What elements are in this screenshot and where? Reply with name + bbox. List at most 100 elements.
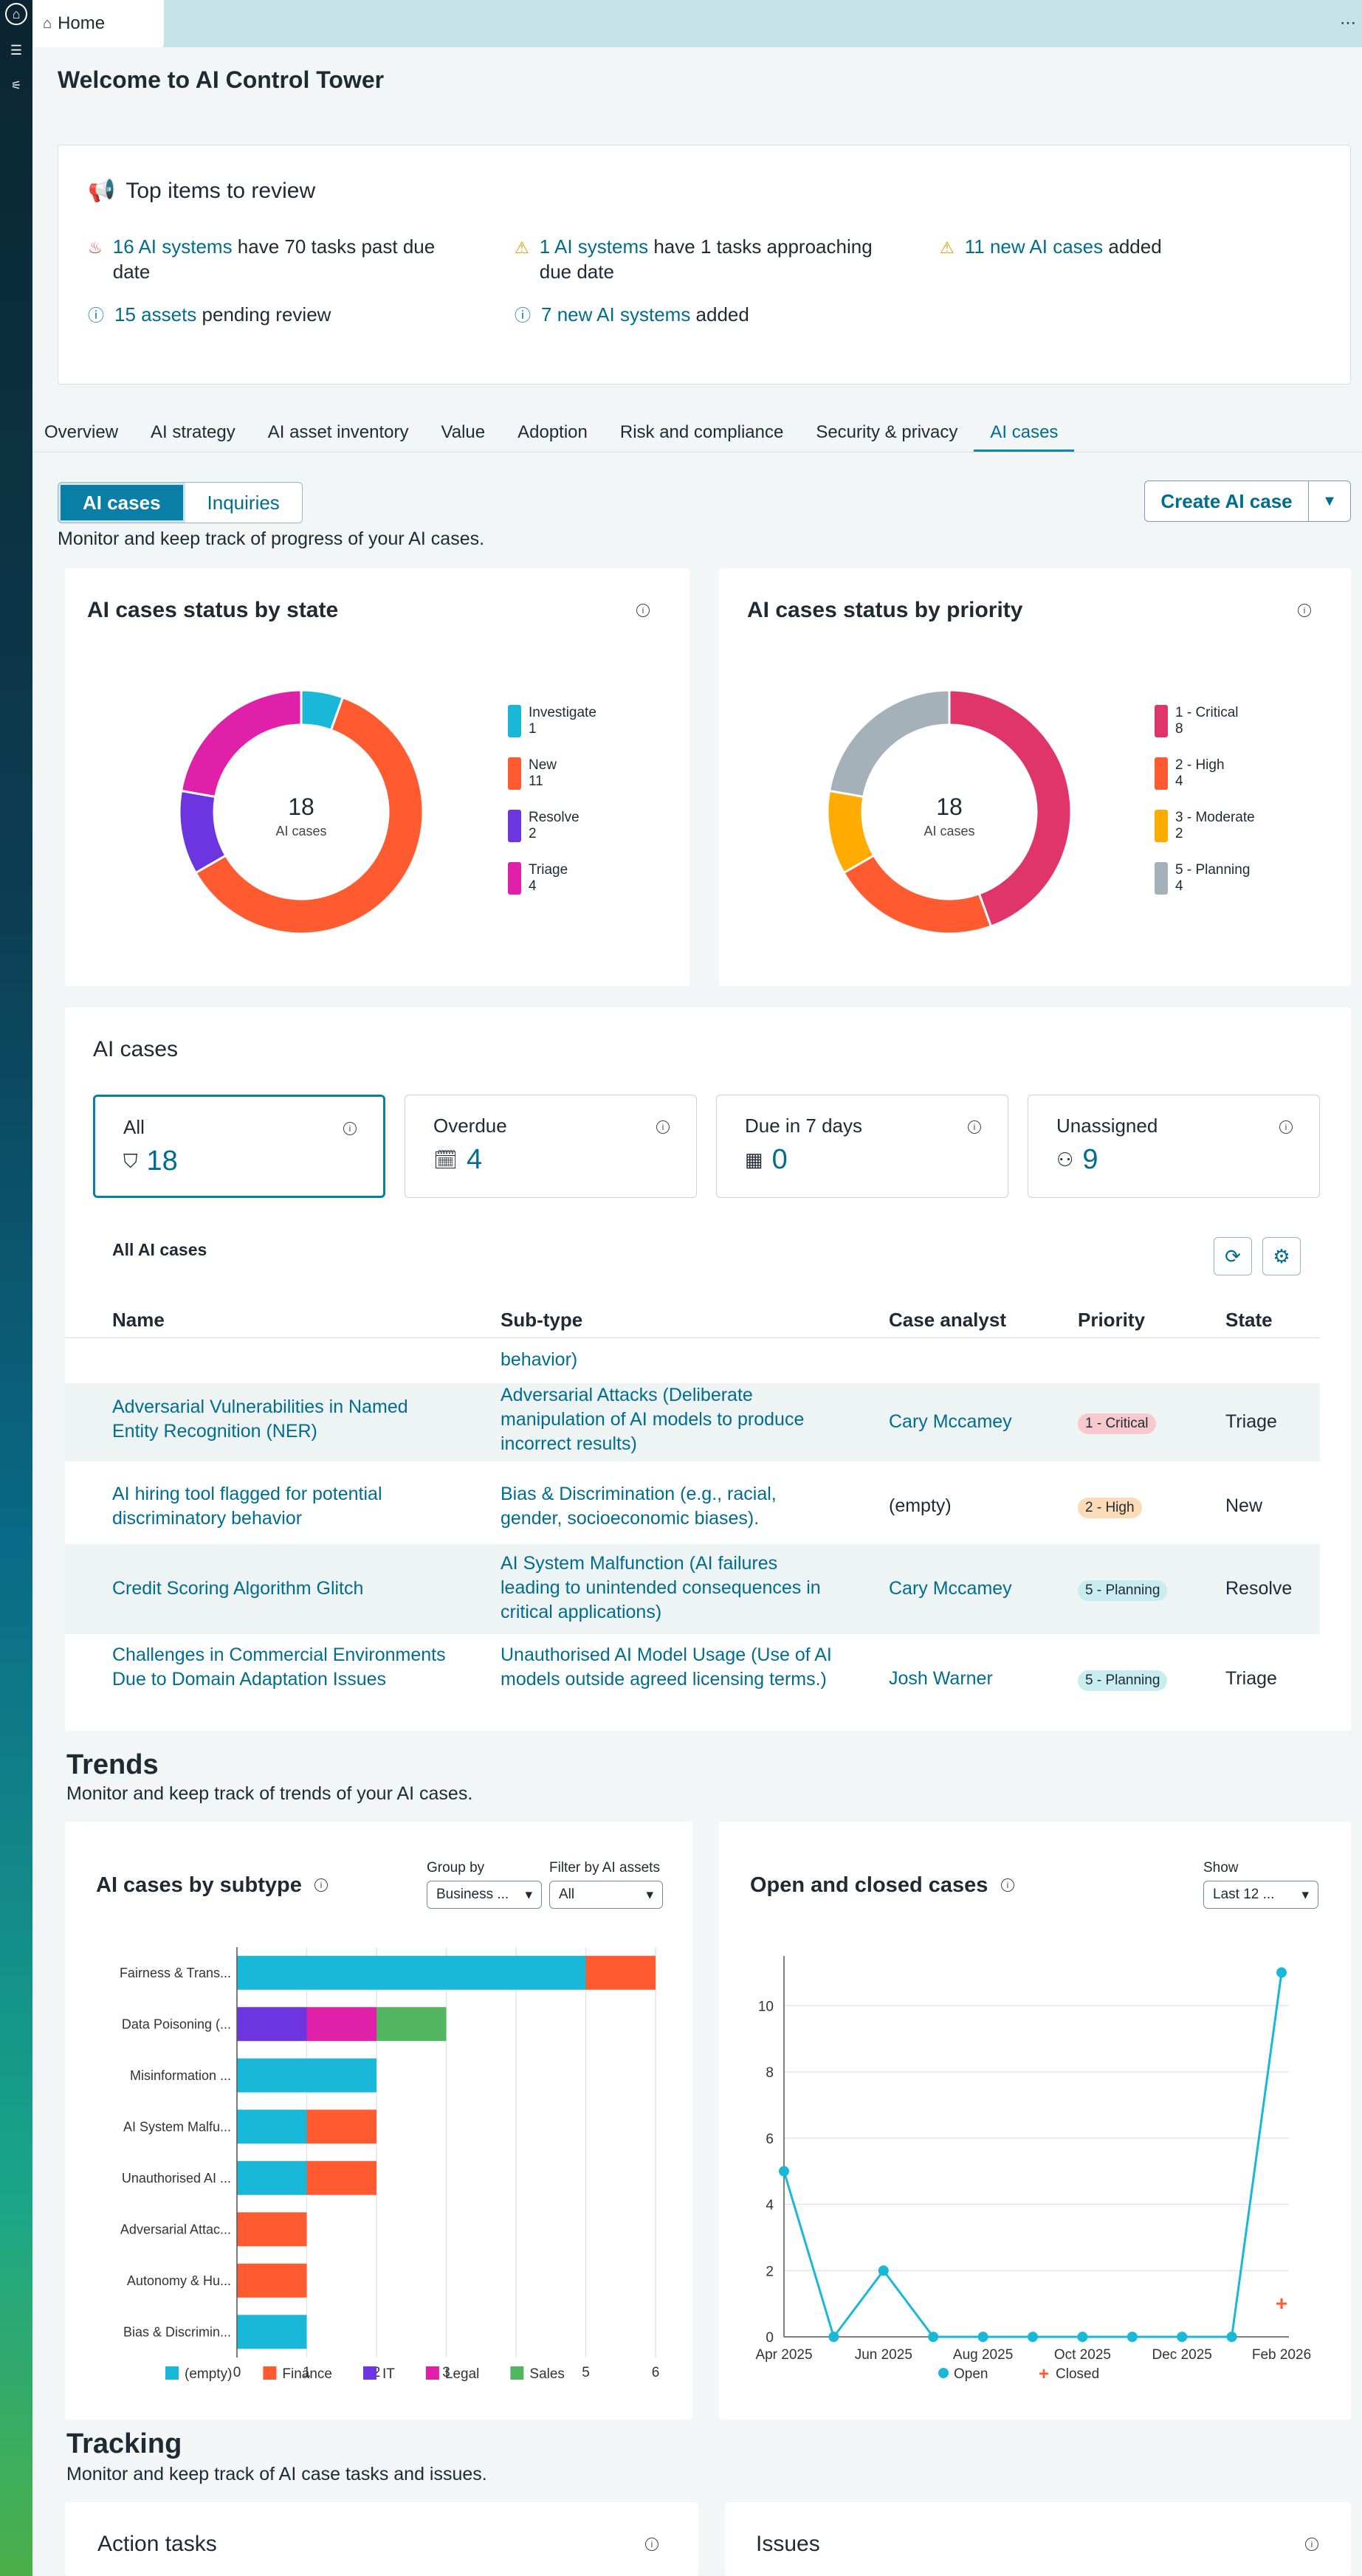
tab-ai-asset-inventory[interactable]: AI asset inventory — [267, 422, 409, 442]
info-icon[interactable]: i — [656, 1120, 670, 1134]
open-point[interactable] — [1028, 2332, 1038, 2342]
donut-slice-resolve[interactable] — [178, 789, 227, 875]
open-point[interactable] — [878, 2265, 889, 2276]
legend-item-triage[interactable]: Triage 4 — [508, 862, 568, 895]
info-icon[interactable]: i — [1279, 1120, 1293, 1134]
donut-slice-2-high[interactable] — [842, 853, 993, 935]
sliders-icon[interactable]: ⚟ — [10, 80, 22, 92]
kpi-unassigned[interactable]: Unassigned i ⚇ 9 — [1028, 1095, 1320, 1198]
case-analyst-link[interactable]: Cary Mccamey — [889, 1578, 1012, 1599]
case-subtype-link[interactable]: Unauthorised AI Model Usage (Use of AI m… — [501, 1645, 832, 1690]
bar-segment-finance[interactable] — [237, 2263, 307, 2298]
donut-slice-new[interactable] — [194, 696, 424, 935]
tab-value[interactable]: Value — [441, 422, 486, 442]
bar-segment-empty[interactable] — [237, 1955, 586, 1990]
legend-item-2-high[interactable]: 2 - High 4 — [1155, 757, 1225, 790]
tab-security-privacy[interactable]: Security & privacy — [816, 422, 958, 442]
open-point[interactable] — [928, 2332, 939, 2342]
open-point[interactable] — [1077, 2332, 1088, 2342]
refresh-icon[interactable]: ⟳ — [1214, 1237, 1252, 1275]
bar-segment-empty[interactable] — [237, 2110, 307, 2144]
col-subtype[interactable]: Sub-type — [501, 1309, 583, 1331]
review-link[interactable]: 16 AI systems — [112, 235, 233, 258]
info-icon[interactable]: i — [968, 1120, 981, 1134]
review-link[interactable]: 7 new AI systems — [541, 303, 691, 326]
legend-label[interactable]: IT — [382, 2366, 395, 2382]
open-point[interactable] — [1127, 2332, 1138, 2342]
review-link[interactable]: 1 AI systems — [539, 235, 649, 258]
bar-segment-finance[interactable] — [306, 2160, 377, 2195]
bar-segment-finance[interactable] — [306, 2110, 377, 2144]
kpi-all[interactable]: All i ⛉ 18 — [93, 1095, 385, 1198]
tab-risk-compliance[interactable]: Risk and compliance — [619, 422, 784, 442]
case-name-link[interactable]: Credit Scoring Algorithm Glitch — [112, 1578, 364, 1599]
donut-slice-5-planning[interactable] — [828, 689, 951, 799]
bar-segment-finance[interactable] — [585, 1955, 656, 1990]
kpi-due-7-days[interactable]: Due in 7 days i ▦ 0 — [716, 1095, 1008, 1198]
tab-ai-strategy[interactable]: AI strategy — [151, 422, 235, 442]
case-name-link[interactable]: Adversarial Vulnerabilities in Named Ent… — [112, 1397, 408, 1442]
info-icon[interactable]: i — [645, 2538, 658, 2551]
info-icon[interactable]: i — [1001, 1878, 1014, 1892]
donut-slice-triage[interactable] — [179, 689, 303, 799]
open-point[interactable] — [779, 2166, 789, 2177]
filter-select[interactable]: All ▾ — [549, 1881, 663, 1909]
tab-overview[interactable]: Overview — [44, 422, 119, 442]
col-name[interactable]: Name — [112, 1309, 165, 1331]
tab-adoption[interactable]: Adoption — [517, 422, 588, 442]
bar-segment-empty[interactable] — [237, 2160, 307, 2195]
table-row[interactable]: AI hiring tool flagged for potential dis… — [65, 1473, 1320, 1541]
table-row[interactable]: Credit Scoring Algorithm Glitch AI Syste… — [65, 1544, 1320, 1634]
donut-slice-1-critical[interactable] — [948, 689, 1073, 928]
case-analyst-link[interactable]: Cary Mccamey — [889, 1411, 1012, 1432]
table-row[interactable]: Adversarial Vulnerabilities in Named Ent… — [65, 1383, 1320, 1461]
col-state[interactable]: State — [1225, 1309, 1273, 1331]
more-icon[interactable]: ⋯ — [1340, 13, 1356, 32]
open-point[interactable] — [1276, 1967, 1287, 1978]
list-icon[interactable]: ☰ — [10, 42, 23, 58]
legend-item-new[interactable]: New 11 — [508, 757, 557, 790]
legend-label[interactable]: Finance — [282, 2366, 332, 2382]
info-icon[interactable]: i — [1298, 604, 1311, 617]
info-icon[interactable]: i — [343, 1122, 357, 1135]
bar-segment-it[interactable] — [237, 2007, 307, 2042]
chevron-down-icon[interactable]: ▼ — [1322, 492, 1337, 509]
case-subtype-link[interactable]: AI System Malfunction (AI failures leadi… — [501, 1553, 821, 1622]
legend-label-open[interactable]: Open — [954, 2366, 988, 2382]
col-analyst[interactable]: Case analyst — [889, 1309, 1006, 1331]
legend-label[interactable]: (empty) — [185, 2366, 232, 2382]
col-priority[interactable]: Priority — [1078, 1309, 1146, 1331]
home-icon[interactable]: ⌂ — [5, 3, 27, 25]
group-by-select[interactable]: Business ... ▾ — [427, 1881, 542, 1909]
donut-slice-3-moderate[interactable] — [826, 789, 876, 875]
legend-label[interactable]: Legal — [445, 2366, 480, 2382]
table-row[interactable]: Challenges in Commercial Environments Du… — [65, 1637, 1320, 1724]
show-select[interactable]: Last 12 ... ▾ — [1203, 1881, 1318, 1909]
kpi-overdue[interactable]: Overdue i 🗓 4 — [405, 1095, 697, 1198]
case-name-link[interactable]: Challenges in Commercial Environments Du… — [112, 1645, 446, 1690]
review-link[interactable]: 15 assets — [114, 303, 197, 326]
review-link[interactable]: 11 new AI cases — [964, 235, 1104, 258]
toggle-ai-cases[interactable]: AI cases — [58, 483, 185, 523]
case-subtype-link[interactable]: Adversarial Attacks (Deliberate manipula… — [501, 1385, 805, 1454]
info-icon[interactable]: i — [1305, 2538, 1318, 2551]
legend-label[interactable]: Sales — [529, 2366, 565, 2382]
bar-segment-sales[interactable] — [376, 2007, 447, 2042]
open-point[interactable] — [828, 2332, 839, 2342]
create-ai-case-button[interactable]: Create AI case — [1145, 481, 1309, 521]
closed-point[interactable]: + — [1276, 2292, 1287, 2315]
legend-item-resolve[interactable]: Resolve 2 — [508, 810, 579, 842]
case-name-link[interactable]: AI hiring tool flagged for potential dis… — [112, 1484, 382, 1529]
legend-item-3-moderate[interactable]: 3 - Moderate 2 — [1155, 810, 1255, 842]
open-point[interactable] — [977, 2332, 988, 2342]
info-icon[interactable]: i — [636, 604, 650, 617]
info-icon[interactable]: i — [314, 1878, 328, 1892]
legend-item-investigate[interactable]: Investigate 1 — [508, 705, 596, 737]
case-subtype-link[interactable]: Bias & Discrimination (e.g., racial, gen… — [501, 1484, 777, 1529]
tab-ai-cases[interactable]: AI cases — [974, 413, 1075, 452]
legend-label-closed[interactable]: Closed — [1056, 2366, 1099, 2382]
gear-icon[interactable]: ⚙ — [1262, 1237, 1301, 1275]
toggle-inquiries[interactable]: Inquiries — [185, 483, 302, 523]
open-point[interactable] — [1226, 2332, 1237, 2342]
legend-item-5-planning[interactable]: 5 - Planning 4 — [1155, 862, 1250, 895]
